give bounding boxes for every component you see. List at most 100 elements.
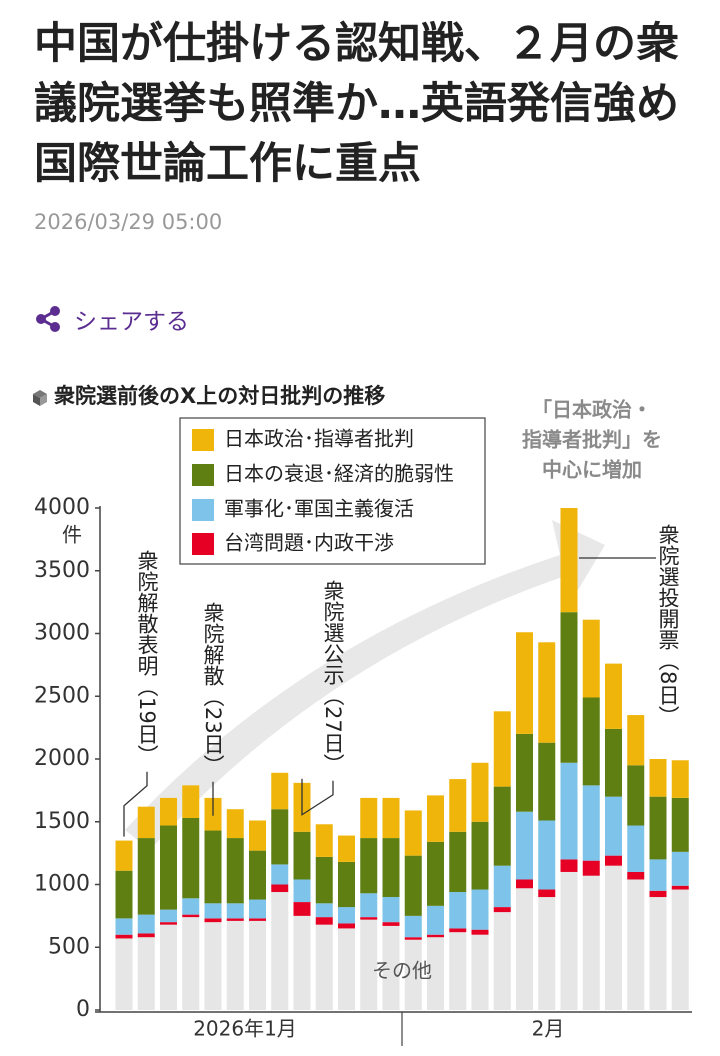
bar-segment xyxy=(182,785,200,818)
bar-segment xyxy=(649,796,667,860)
bar-segment xyxy=(204,903,222,919)
arrow-note: 中心に増加 xyxy=(542,458,642,482)
bar-segment xyxy=(115,918,133,935)
share-button[interactable]: シェアする xyxy=(34,302,189,336)
bar-segment xyxy=(271,772,289,810)
x-group-label: 2026年1月 xyxy=(193,1017,297,1041)
bar-segment xyxy=(249,918,266,921)
bar-segment xyxy=(605,796,622,856)
y-unit: 件 xyxy=(62,523,82,547)
bar-segment xyxy=(226,918,244,921)
bar-segment xyxy=(449,892,467,929)
bar-segment xyxy=(249,820,266,851)
annotation: 衆院解散表明（19日） xyxy=(135,550,159,766)
bar-segment xyxy=(160,797,177,826)
bar-segment xyxy=(449,932,467,1010)
bar-segment xyxy=(605,663,622,729)
bar-segment xyxy=(160,909,177,923)
bar-segment xyxy=(493,912,511,1010)
bar-segment xyxy=(204,922,222,1010)
bar-segment xyxy=(315,924,333,1010)
bar-segment xyxy=(627,825,645,872)
bar-segment xyxy=(471,934,489,1010)
bar-segment xyxy=(671,885,689,890)
legend-swatch xyxy=(192,499,214,521)
bar-segment xyxy=(338,928,355,1010)
bar-segment xyxy=(560,508,578,613)
bar-segment xyxy=(627,715,645,766)
bar-segment xyxy=(404,915,422,938)
bar-segment xyxy=(382,925,400,1010)
bar-segment xyxy=(516,888,533,1010)
bar-segment xyxy=(516,632,533,734)
bar-segment xyxy=(649,859,667,891)
chart-title: 衆院選前後のX上の対日批判の推移 xyxy=(54,384,385,408)
share-label[interactable]: シェアする xyxy=(74,309,189,335)
bar-segment xyxy=(471,929,489,935)
bar-segment xyxy=(338,923,355,929)
bar-segment xyxy=(182,817,200,899)
series-label: その他 xyxy=(372,959,432,983)
bar-segment xyxy=(649,890,667,898)
bar-segment xyxy=(471,762,489,822)
bar-segment xyxy=(226,838,244,904)
bar-segment xyxy=(360,919,378,1010)
bar-segment xyxy=(382,897,400,923)
bar-segment xyxy=(315,824,333,857)
bar-segment xyxy=(226,809,244,839)
legend-label: 日本の衰退･経済的脆弱性 xyxy=(224,462,454,486)
bar-segment xyxy=(605,728,622,797)
trend-arrow xyxy=(125,520,605,850)
bar-segment xyxy=(182,914,200,918)
bar-segment xyxy=(649,759,667,797)
bar-segment xyxy=(516,879,533,889)
bar-segment xyxy=(115,870,133,919)
bar-segment xyxy=(671,797,689,852)
bar-segment xyxy=(471,889,489,930)
legend-swatch xyxy=(192,464,214,486)
bar-segment xyxy=(671,889,689,1010)
bar-segment xyxy=(315,917,333,925)
bar-segment xyxy=(338,907,355,924)
y-tick-label: 4000 xyxy=(34,495,90,520)
bar-segment xyxy=(137,937,155,1010)
bar-segment xyxy=(115,840,133,871)
bar-segment xyxy=(560,871,578,1010)
bar-segment xyxy=(493,711,511,787)
arrow-note: 「日本政治・ xyxy=(532,398,652,422)
y-tick-label: 3000 xyxy=(34,621,90,646)
bar-segment xyxy=(137,914,155,934)
bar-segment xyxy=(382,922,400,926)
bar-segment xyxy=(293,879,311,903)
bar-segment xyxy=(538,889,556,898)
bar-segment xyxy=(293,915,311,1010)
bar-segment xyxy=(160,924,177,1010)
annotation-leader xyxy=(301,778,334,816)
legend-label: 台湾問題･内政干渉 xyxy=(224,531,394,555)
bar-segment xyxy=(293,831,311,880)
bar-segment xyxy=(427,905,444,935)
bar-segment xyxy=(538,897,556,1010)
bar-segment xyxy=(627,871,645,880)
bar-segment xyxy=(516,811,533,880)
bar-segment xyxy=(315,903,333,918)
legend-label: 軍事化･軍国主義復活 xyxy=(224,497,414,521)
bar-segment xyxy=(605,855,622,866)
bar-segment xyxy=(493,907,511,913)
legend-label: 日本政治･指導者批判 xyxy=(224,427,414,451)
bar-segment xyxy=(226,920,244,1010)
legend-box xyxy=(179,417,486,565)
bar-segment xyxy=(560,762,578,860)
bar-segment xyxy=(271,864,289,885)
bar-segment xyxy=(338,861,355,908)
bar-segment xyxy=(404,810,422,856)
bar-segment xyxy=(404,855,422,916)
bar-segment xyxy=(627,879,645,1010)
bar-segment xyxy=(271,884,289,893)
article-title: 中国が仕掛ける認知戦、２月の衆議院選挙も照準か…英語発信強め国際世論工作に重点 xyxy=(34,19,679,189)
bar-segment xyxy=(271,809,289,865)
bar-segment xyxy=(427,795,444,842)
bar-segment xyxy=(137,933,155,938)
